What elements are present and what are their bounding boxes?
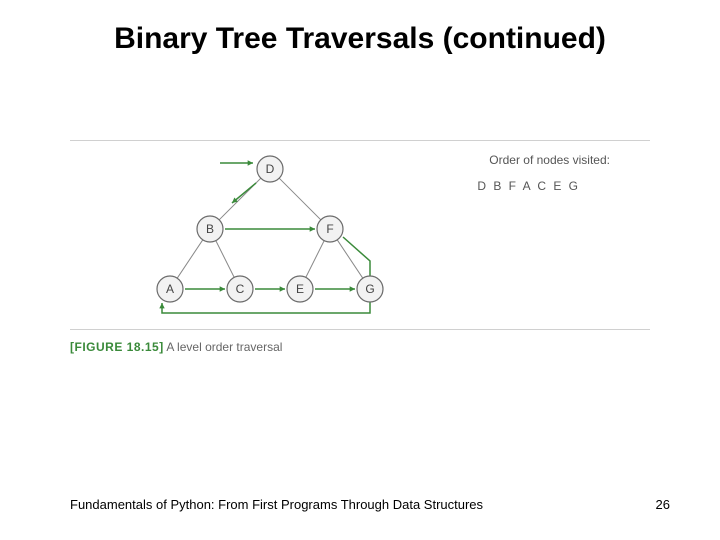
svg-text:E: E [296,282,304,296]
page-number: 26 [656,497,670,512]
figure-panel: D B F A C E G Order of nodes visited: D B F A … [70,140,650,330]
slide-title: Binary Tree Traversals (continued) [0,22,720,56]
svg-text:G: G [365,282,374,296]
order-sequence: D B F A C E G [477,179,580,193]
svg-text:D: D [266,162,275,176]
caption-tag: [FIGURE 18.15] [70,340,164,354]
svg-text:A: A [166,282,174,296]
slide: Binary Tree Traversals (continued) D B F A C… [0,0,720,540]
svg-text:F: F [326,222,333,236]
footer-text: Fundamentals of Python: From First Progr… [70,497,483,512]
svg-text:B: B [206,222,214,236]
tree-diagram: D B F A C E G [70,141,430,331]
caption-text: A level order traversal [164,340,283,354]
svg-text:C: C [236,282,245,296]
order-label: Order of nodes visited: [489,153,610,167]
figure-caption: [FIGURE 18.15] A level order traversal [70,340,282,354]
